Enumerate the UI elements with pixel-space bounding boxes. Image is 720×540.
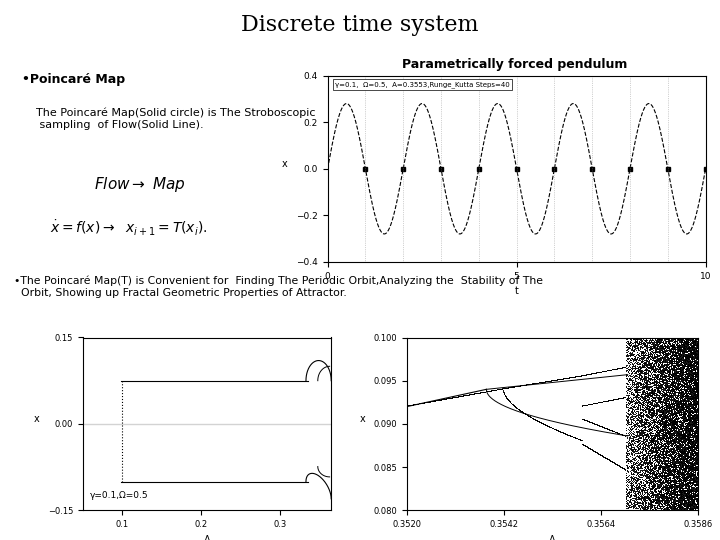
X-axis label: A: A (549, 535, 556, 540)
Y-axis label: x: x (282, 159, 288, 168)
Text: •Poincaré Map: •Poincaré Map (22, 73, 125, 86)
Y-axis label: x: x (359, 414, 365, 424)
Text: γ=0.1,Ω=0.5: γ=0.1,Ω=0.5 (90, 491, 149, 500)
Text: $\mathit{Flow} \rightarrow\ \mathit{Map}$: $\mathit{Flow} \rightarrow\ \mathit{Map}… (94, 176, 186, 194)
Text: The Poincaré Map(Solid circle) is The Stroboscopic
 sampling  of Flow(Solid Line: The Poincaré Map(Solid circle) is The St… (36, 108, 315, 130)
X-axis label: t: t (515, 286, 518, 296)
Y-axis label: x: x (34, 414, 40, 424)
Text: Discrete time system: Discrete time system (241, 14, 479, 36)
Text: γ=0.1,  Ω=0.5,  A=0.3553,Runge_Kutta Steps=40: γ=0.1, Ω=0.5, A=0.3553,Runge_Kutta Steps… (336, 81, 510, 88)
Text: $\dot{x} = f(x) \rightarrow\ \ x_{i+1} = T(x_i).$: $\dot{x} = f(x) \rightarrow\ \ x_{i+1} =… (50, 219, 208, 238)
Text: •The Poincaré Map(T) is Convenient for  Finding The Periodic Orbit,Analyzing the: •The Poincaré Map(T) is Convenient for F… (14, 275, 544, 298)
Text: Parametrically forced pendulum: Parametrically forced pendulum (402, 58, 628, 71)
X-axis label: A: A (204, 535, 210, 540)
